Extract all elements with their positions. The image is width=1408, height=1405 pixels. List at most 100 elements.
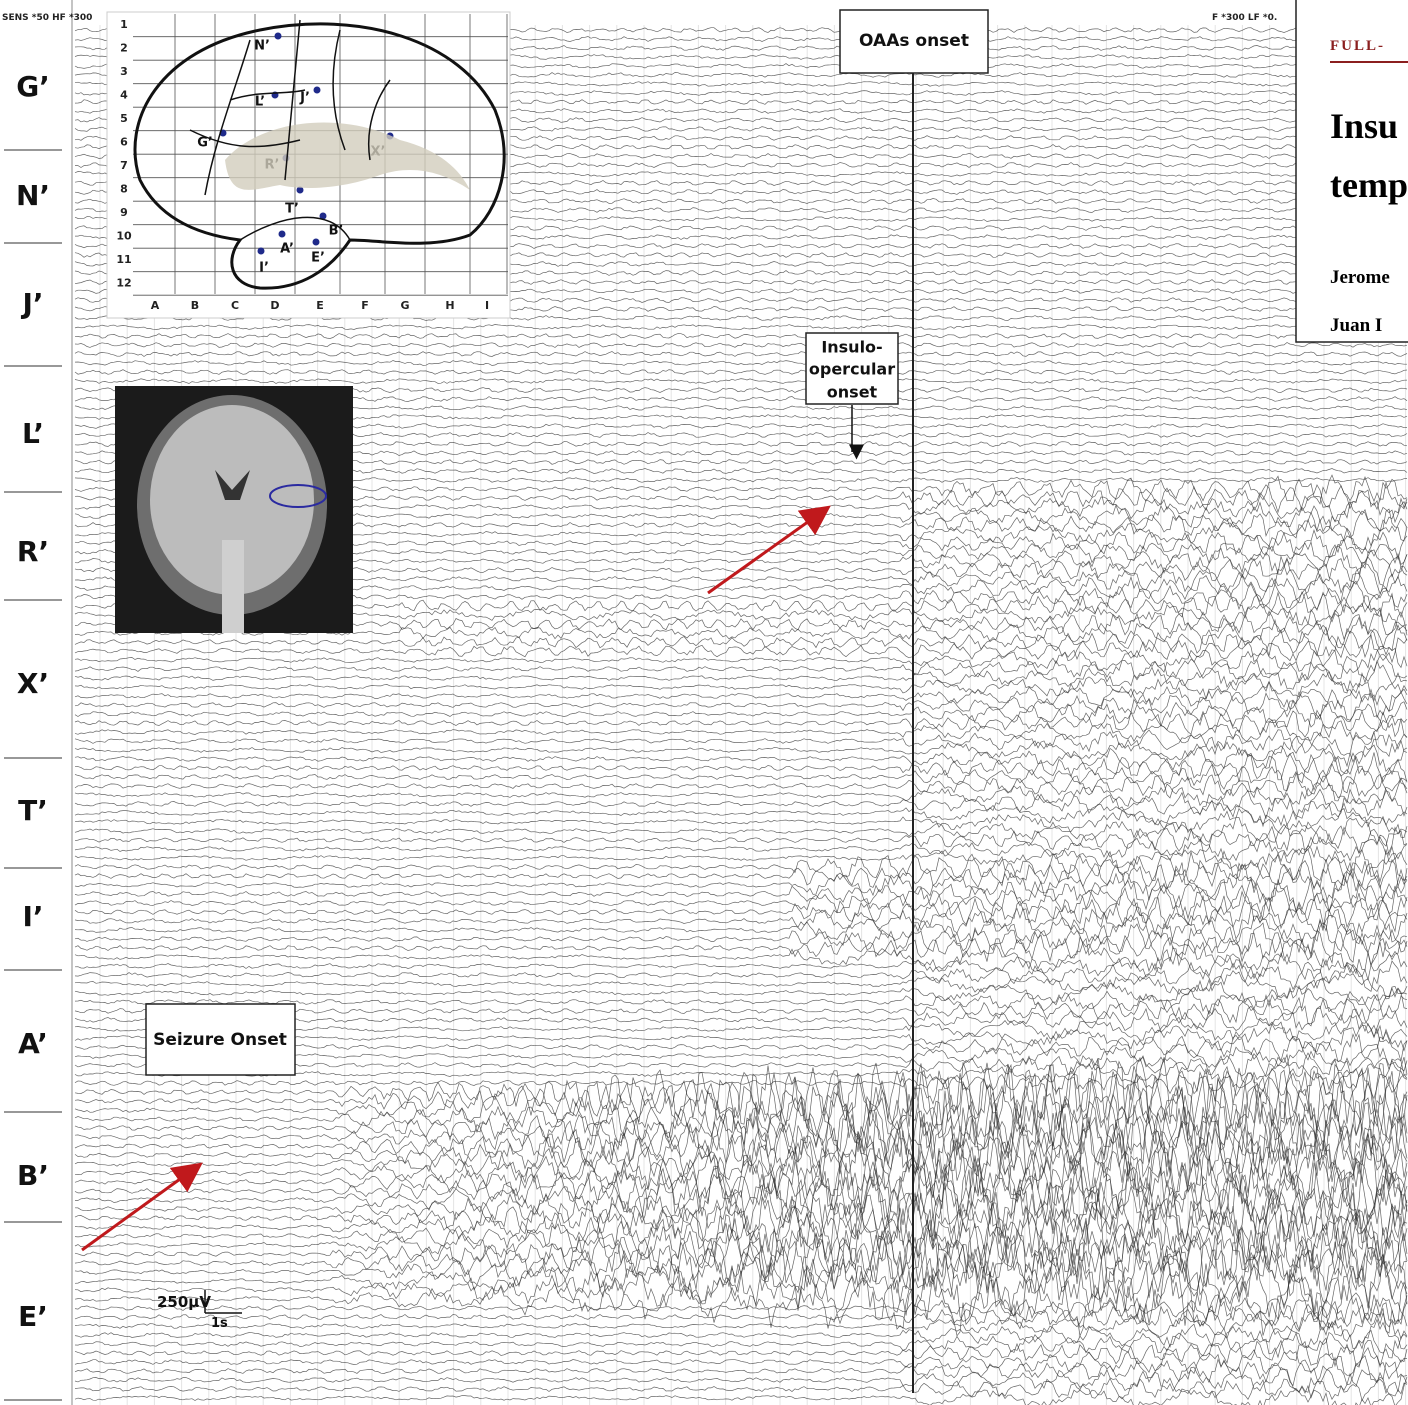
eeg-trace bbox=[75, 923, 1407, 955]
row-label: 8 bbox=[120, 183, 128, 196]
channel-label: X’ bbox=[17, 667, 49, 700]
article-authors: Juan I bbox=[1330, 315, 1382, 336]
row-label: 11 bbox=[116, 253, 131, 266]
eeg-trace bbox=[75, 635, 1407, 666]
mri-inset bbox=[115, 386, 353, 633]
scale-amplitude: 250µV bbox=[157, 1293, 211, 1311]
eeg-trace bbox=[75, 361, 1407, 366]
eeg-trace bbox=[75, 1121, 1407, 1191]
electrode-dot bbox=[279, 231, 286, 238]
row-label: 2 bbox=[120, 42, 128, 55]
row-label: 3 bbox=[120, 65, 128, 78]
eeg-trace bbox=[75, 379, 1407, 384]
eeg-trace bbox=[75, 1330, 1407, 1358]
electrode-label: I’ bbox=[259, 261, 269, 276]
channel-label: T’ bbox=[18, 794, 48, 827]
column-label: D bbox=[270, 299, 279, 312]
electrode-label: A’ bbox=[280, 242, 294, 257]
electrode-diagram: 123456789101112ABCDEFGHIN’L’J’G’R’X’T’B’… bbox=[107, 12, 510, 318]
eeg-trace bbox=[75, 701, 1407, 731]
eeg-trace bbox=[75, 845, 1407, 875]
eeg-trace bbox=[75, 715, 1407, 745]
eeg-trace bbox=[75, 849, 1407, 884]
electrode-label: J’ bbox=[299, 91, 310, 106]
channel-label: I’ bbox=[22, 900, 43, 933]
insulo-label: opercular bbox=[809, 360, 895, 379]
channel-label: J’ bbox=[20, 287, 43, 320]
column-label: B bbox=[191, 299, 199, 312]
eeg-trace bbox=[75, 1192, 1407, 1263]
insulo-label: onset bbox=[827, 383, 878, 402]
electrode-dot bbox=[258, 248, 265, 255]
seizure-label: Seizure Onset bbox=[153, 1030, 287, 1050]
row-label: 4 bbox=[120, 89, 128, 102]
electrode-label: L’ bbox=[255, 95, 265, 110]
red-arrow bbox=[82, 1166, 198, 1250]
column-label: A bbox=[151, 299, 160, 312]
eeg-trace bbox=[75, 752, 1407, 782]
eeg-trace bbox=[75, 778, 1407, 809]
electrode-label: T’ bbox=[285, 202, 299, 217]
column-label: G bbox=[400, 299, 409, 312]
row-label: 12 bbox=[116, 277, 131, 290]
row-label: 9 bbox=[120, 206, 128, 219]
electrode-dot bbox=[314, 87, 321, 94]
column-label: H bbox=[445, 299, 454, 312]
channel-label: N’ bbox=[16, 179, 50, 212]
eeg-trace bbox=[75, 370, 1407, 375]
eeg-trace bbox=[75, 893, 1407, 931]
eeg-trace bbox=[75, 334, 1407, 339]
scale-time: 1s bbox=[211, 1316, 228, 1331]
eeg-trace bbox=[75, 903, 1407, 943]
electrode-label: N’ bbox=[254, 39, 270, 54]
eeg-trace bbox=[75, 800, 1407, 826]
eeg-trace bbox=[75, 884, 1407, 920]
figure: G’N’J’L’R’X’T’I’A’B’E’ SENS *50 HF *300 … bbox=[0, 0, 1408, 1405]
page: G’N’J’L’R’X’T’I’A’B’E’ SENS *50 HF *300 … bbox=[0, 0, 1408, 1405]
row-label: 7 bbox=[120, 159, 128, 172]
eeg-trace bbox=[75, 1293, 1407, 1323]
electrode-label: E’ bbox=[311, 251, 325, 266]
row-label: 5 bbox=[120, 112, 128, 125]
electrode-dot bbox=[313, 239, 320, 246]
column-label: E bbox=[316, 299, 324, 312]
channel-label: A’ bbox=[18, 1027, 48, 1060]
oaas-label: OAAs onset bbox=[859, 31, 969, 51]
eeg-trace bbox=[75, 770, 1407, 801]
row-label: 10 bbox=[116, 230, 132, 243]
column-label: I bbox=[485, 299, 489, 312]
eeg-trace bbox=[75, 343, 1407, 348]
electrode-dot bbox=[275, 33, 282, 40]
article-section: FULL- bbox=[1330, 38, 1385, 54]
row-label: 1 bbox=[120, 18, 128, 31]
eeg-trace bbox=[75, 352, 1407, 357]
eeg-trace bbox=[75, 711, 1407, 737]
column-label: C bbox=[231, 299, 239, 312]
eeg-trace bbox=[75, 859, 1407, 893]
eeg-trace bbox=[75, 912, 1407, 947]
row-label: 6 bbox=[120, 136, 128, 149]
channel-label: G’ bbox=[16, 70, 50, 103]
column-label: F bbox=[361, 299, 369, 312]
channel-label: L’ bbox=[22, 417, 44, 450]
article-title: temp bbox=[1330, 165, 1408, 205]
article-authors: Jerome bbox=[1330, 267, 1390, 288]
eeg-trace bbox=[75, 1383, 1407, 1405]
eeg-trace bbox=[75, 1173, 1407, 1245]
channel-labels: G’ N’ J’ L’ R’ X’ T’ I’ A’ B’ E’ bbox=[4, 70, 62, 1400]
insulo-label: Insulo- bbox=[821, 338, 882, 357]
eeg-trace bbox=[75, 1228, 1407, 1299]
eeg-trace bbox=[75, 930, 1407, 966]
mri-brainstem bbox=[222, 540, 244, 633]
channel-label: R’ bbox=[17, 535, 49, 568]
electrode-label: B’ bbox=[329, 224, 344, 239]
channel-label: E’ bbox=[18, 1300, 48, 1333]
header-left: SENS *50 HF *300 bbox=[2, 13, 92, 23]
eeg-trace bbox=[75, 661, 1407, 695]
header-right: F *300 LF *0. bbox=[1212, 13, 1277, 23]
eeg-trace bbox=[75, 1356, 1407, 1386]
eeg-trace bbox=[75, 325, 1407, 330]
electrode-label: G’ bbox=[197, 136, 213, 151]
channel-label: B’ bbox=[17, 1159, 49, 1192]
article-title: Insu bbox=[1330, 106, 1398, 146]
